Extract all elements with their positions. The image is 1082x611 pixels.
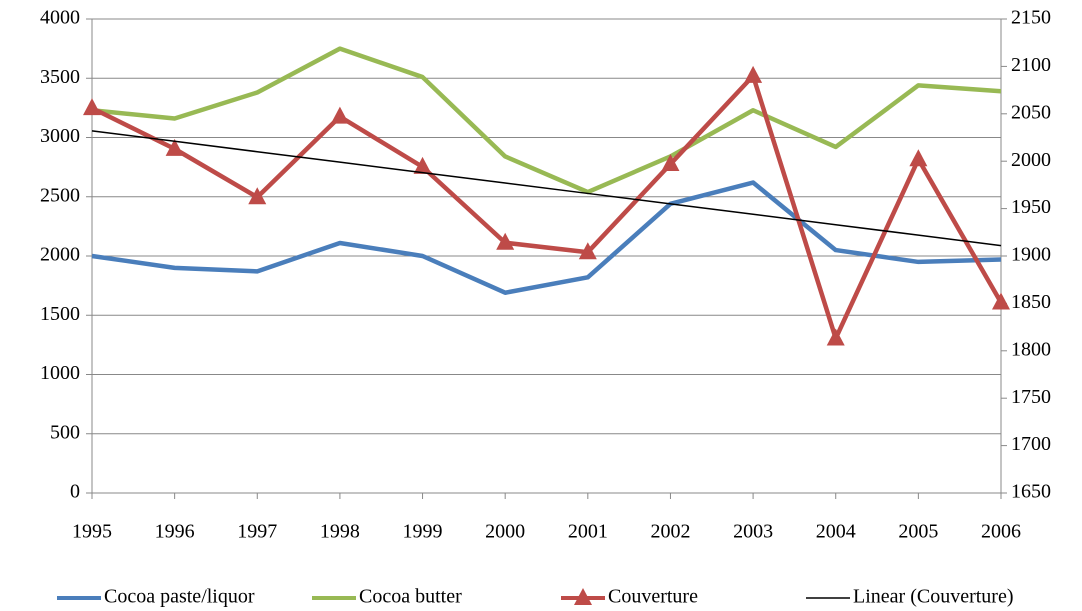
y2-tick-label: 1650 — [1011, 481, 1051, 503]
x-tick-label: 2001 — [568, 521, 608, 543]
marker — [83, 98, 101, 116]
y2-tick-label: 2100 — [1011, 54, 1051, 76]
legend-label: Couverture — [608, 586, 698, 608]
y2-tick-label: 1700 — [1011, 433, 1051, 455]
y-tick-label: 4000 — [40, 7, 80, 29]
x-tick-label: 2005 — [898, 521, 938, 543]
x-tick-label: 2006 — [981, 521, 1021, 543]
y2-tick-label: 2050 — [1011, 101, 1051, 123]
y-tick-label: 3500 — [40, 66, 80, 88]
y2-tick-label: 1750 — [1011, 386, 1051, 408]
legend-marker — [574, 588, 592, 605]
marker — [744, 65, 763, 83]
series-line — [91, 73, 1003, 341]
x-tick-label: 2004 — [816, 521, 856, 543]
marker — [248, 187, 267, 205]
y-tick-label: 2500 — [40, 184, 80, 206]
marker — [909, 149, 928, 167]
x-tick-label: 1996 — [155, 521, 195, 543]
y-tick-label: 500 — [50, 421, 80, 443]
x-tick-label: 1998 — [320, 521, 360, 543]
marker — [330, 106, 349, 124]
y2-tick-label: 1900 — [1011, 244, 1051, 266]
marker — [826, 328, 845, 346]
x-tick-label: 2000 — [485, 521, 525, 543]
y-tick-label: 0 — [70, 481, 80, 503]
x-tick-label: 1997 — [237, 521, 277, 543]
series-line — [91, 130, 1002, 247]
marker — [992, 292, 1010, 310]
x-tick-label: 2003 — [733, 521, 773, 543]
marker — [496, 232, 515, 250]
y-tick-label: 2000 — [40, 244, 80, 266]
legend-label: Linear (Couverture) — [853, 586, 1013, 608]
x-tick-label: 1999 — [403, 521, 443, 543]
y2-tick-label: 2150 — [1011, 7, 1051, 29]
x-tick-label: 2002 — [650, 521, 690, 543]
legend-label: Cocoa paste/liquor — [104, 586, 255, 608]
x-tick-label: 1995 — [72, 521, 112, 543]
series-line — [91, 46, 1002, 195]
marker — [413, 156, 432, 174]
marker — [661, 154, 680, 172]
y2-tick-label: 1800 — [1011, 338, 1051, 360]
series-line — [91, 180, 1002, 295]
y-tick-label: 3000 — [40, 125, 80, 147]
marker — [578, 242, 597, 260]
marker — [165, 138, 184, 156]
y-tick-label: 1500 — [40, 303, 80, 325]
y2-tick-label: 2000 — [1011, 149, 1051, 171]
y2-tick-label: 1850 — [1011, 291, 1051, 313]
legend-label: Cocoa butter — [359, 586, 462, 608]
y2-tick-label: 1950 — [1011, 196, 1051, 218]
y-tick-label: 1000 — [40, 362, 80, 384]
